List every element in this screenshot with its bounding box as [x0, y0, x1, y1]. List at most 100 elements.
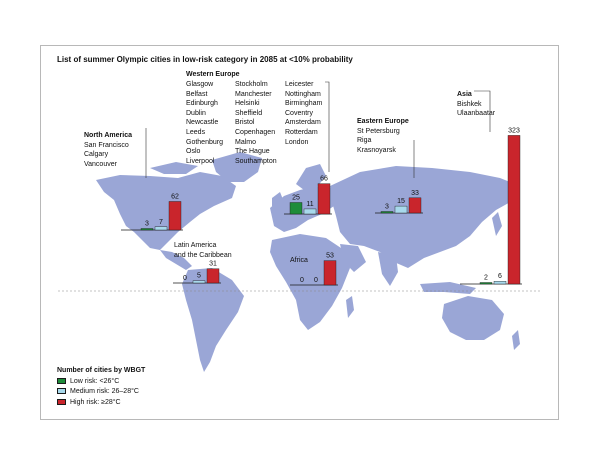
bar-value-label: 323	[508, 127, 520, 134]
bar-value-label: 25	[292, 195, 300, 202]
label-africa: Africa	[290, 256, 308, 266]
bar-medium	[394, 205, 408, 214]
label-latin-america: Latin America and the Caribbean	[174, 241, 232, 260]
we-city: Copenhagen	[235, 128, 276, 136]
north-america-landmass	[96, 172, 236, 250]
bar-value-label: 0	[183, 275, 187, 282]
we-city: Helsinki	[235, 100, 260, 108]
we-city: Gothenburg	[186, 138, 223, 146]
label-north-america: North America San Francisco Calgary Vanc…	[84, 131, 132, 169]
arabia-landmass	[340, 244, 366, 272]
japan-landmass	[492, 212, 502, 236]
north-america-city: San Francisco	[84, 141, 129, 149]
western-europe-col3: Leicester Nottingham Birmingham Coventry…	[285, 80, 322, 147]
we-city: Bristol	[235, 119, 255, 127]
we-city: Southampton	[235, 157, 277, 165]
bar-low	[289, 202, 303, 215]
we-city: Newcastle	[186, 119, 219, 127]
leader-line	[325, 81, 330, 172]
legend-label-high: High risk: ≥28°C	[70, 398, 121, 406]
bar-high	[507, 135, 521, 285]
bar-value-label: 3	[145, 221, 149, 228]
legend-item-high: High risk: ≥28°C	[57, 398, 145, 409]
we-city: Birmingham	[285, 100, 323, 108]
bar-value-label: 2	[484, 275, 488, 282]
we-city: Edinburgh	[186, 100, 218, 108]
we-city: Coventry	[285, 109, 314, 117]
north-america-city: Vancouver	[84, 160, 117, 168]
latin-america-line1: Latin America	[174, 242, 217, 249]
we-city: Glasgow	[186, 81, 214, 88]
bar-value-label: 11	[306, 201, 313, 208]
madagascar-landmass	[346, 296, 354, 318]
legend-title: Number of cities by WBGT	[57, 367, 146, 374]
western-europe-col1: Glasgow Belfast Edinburgh Dublin Newcast…	[186, 80, 223, 166]
legend-label-medium: Medium risk: 26–28°C	[70, 388, 139, 395]
south-america-landmass	[182, 268, 244, 372]
label-eastern-europe: Eastern Europe St Petersburg Riga Krasno…	[357, 117, 409, 155]
bar-value-label: 62	[171, 193, 179, 200]
western-europe-heading: Western Europe	[186, 71, 240, 78]
bar-high	[323, 260, 337, 286]
asia-city: Ulaanbaatar	[457, 110, 496, 118]
bar-high	[408, 197, 422, 214]
label-asia: Asia Bishkek Ulaanbaatar	[457, 90, 495, 119]
chart-title: List of summer Olympic cities in low-ris…	[57, 55, 353, 64]
we-city: Rotterdam	[285, 128, 318, 136]
latin-america-line2: and the Caribbean	[174, 251, 232, 259]
new-zealand-landmass	[512, 330, 520, 350]
leader-line	[474, 90, 491, 132]
we-city: Liverpool	[186, 157, 215, 165]
bar-high	[168, 201, 182, 231]
bar-value-label: 0	[314, 277, 318, 284]
asia-heading: Asia	[457, 91, 472, 98]
north-america-city: Calgary	[84, 151, 109, 159]
asia-city: Bishkek	[457, 100, 482, 108]
we-city: Manchester	[235, 90, 272, 98]
australia-landmass	[442, 296, 504, 340]
africa-heading: Africa	[290, 257, 308, 264]
greenland-landmass	[212, 152, 262, 182]
bar-value-label: 15	[397, 198, 405, 205]
ee-city: Krasnoyarsk	[357, 146, 396, 154]
bar-value-label: 6	[498, 273, 502, 280]
arctic-islands-landmass	[150, 162, 198, 174]
legend-item-low: Low risk: <26°C	[57, 377, 145, 388]
we-city: Belfast	[186, 90, 208, 98]
bar-medium	[493, 281, 507, 285]
north-america-heading: North America	[84, 132, 132, 139]
bar-value-label: 33	[411, 190, 419, 197]
we-city: Nottingham	[285, 90, 321, 98]
we-city: Oslo	[186, 148, 201, 156]
bar-value-label: 31	[209, 261, 217, 268]
we-city: Dublin	[186, 109, 206, 117]
eastern-europe-heading: Eastern Europe	[357, 118, 409, 125]
bar-medium	[303, 208, 317, 215]
bar-high	[206, 268, 220, 284]
bar-value-label: 3	[385, 204, 389, 211]
bar-value-label: 53	[326, 253, 334, 260]
britain-landmass	[272, 192, 284, 210]
india-landmass	[378, 252, 398, 286]
we-city: The Hague	[235, 148, 270, 156]
legend-swatch-medium	[57, 388, 66, 395]
legend-swatch-low	[57, 377, 66, 384]
we-city: Leicester	[285, 81, 314, 88]
western-europe-col2: Stockholm Manchester Helsinki Sheffield …	[235, 80, 277, 166]
bar-value-label: 7	[159, 219, 163, 226]
we-city: Leeds	[186, 128, 206, 136]
bar-value-label: 0	[300, 277, 304, 284]
bar-low	[140, 228, 154, 231]
bar-value-label: 66	[320, 176, 328, 183]
africa-landmass	[270, 234, 350, 330]
bar-groups: 3 7 62 0 5 31 25 11 66 0 0 53 3 15 33 2 6 323	[121, 81, 522, 286]
legend-item-medium: Medium risk: 26–28°C	[57, 387, 145, 398]
legend-label-low: Low risk: <26°C	[70, 377, 120, 385]
we-city: London	[285, 138, 309, 146]
ee-city: Riga	[357, 137, 372, 145]
world-map	[96, 152, 520, 372]
legend-swatch-high	[57, 398, 66, 405]
ee-city: St Petersburg	[357, 127, 400, 135]
we-city: Amsterdam	[285, 119, 321, 127]
